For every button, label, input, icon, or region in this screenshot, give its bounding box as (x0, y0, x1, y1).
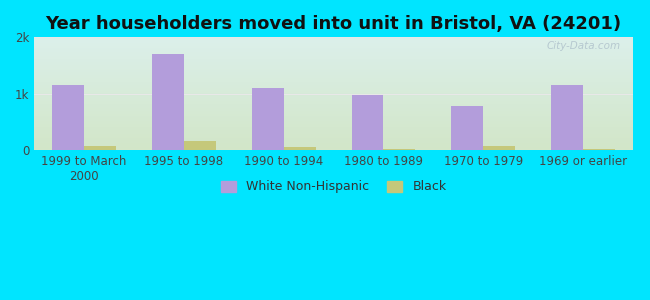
Bar (152, 54, 184, 150)
Bar (184, 141, 216, 150)
Bar (451, 106, 483, 150)
Bar (84, 146, 116, 150)
Bar (551, 85, 583, 150)
Bar (352, 95, 384, 150)
Bar (283, 147, 316, 150)
Title: Year householders moved into unit in Bristol, VA (24201): Year householders moved into unit in Bri… (46, 15, 621, 33)
Bar (52, 85, 84, 150)
Bar (252, 88, 283, 150)
Bar (583, 149, 615, 150)
Legend: White Non-Hispanic, Black: White Non-Hispanic, Black (216, 176, 452, 198)
Bar (483, 146, 515, 150)
Bar (384, 149, 415, 150)
Text: City-Data.com: City-Data.com (547, 41, 621, 51)
